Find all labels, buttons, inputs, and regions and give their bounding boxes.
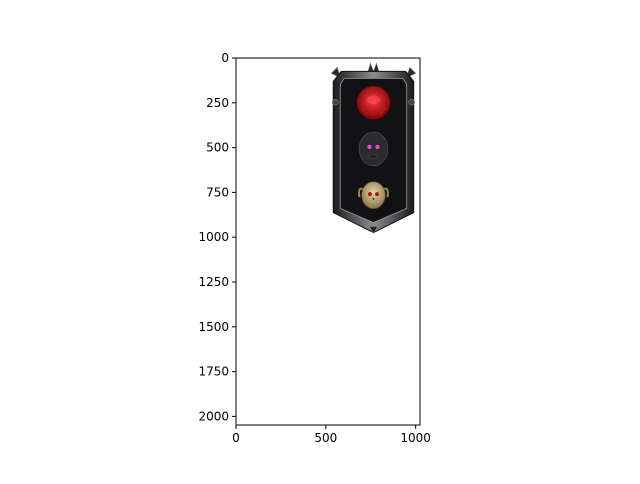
skull-teeth — [369, 154, 378, 159]
y-tick-label: 1500 — [198, 320, 229, 334]
y-tick-label: 750 — [206, 185, 229, 199]
rose-tendrils — [360, 108, 386, 116]
emblem-image — [330, 62, 417, 235]
y-tick-label: 2000 — [198, 409, 229, 423]
dark-skull-icon — [358, 131, 389, 167]
y-tick-label: 1250 — [198, 275, 229, 289]
rose-petal-highlight — [365, 95, 382, 105]
axes-frame — [235, 57, 421, 426]
y-tick-label: 1750 — [198, 365, 229, 379]
frame-bottom-tip — [369, 226, 378, 235]
bone-skull-right-eye — [374, 192, 379, 197]
y-tick-label: 250 — [206, 96, 229, 110]
y-tick-label: 0 — [221, 51, 229, 65]
right-ornament — [408, 98, 415, 106]
y-axis: 0 250 500 750 1000 1250 1500 1750 2000 — [198, 51, 236, 423]
bone-skull-left-eye — [367, 192, 372, 197]
x-tick-label: 1000 — [400, 431, 431, 445]
x-axis: 0 500 1000 — [232, 425, 431, 445]
y-tick-label: 1000 — [198, 230, 229, 244]
y-tick-label: 500 — [206, 141, 229, 155]
left-ornament — [331, 98, 339, 106]
bone-skull-nose — [371, 198, 375, 201]
horned-skull-icon — [361, 181, 386, 209]
x-tick-label: 500 — [314, 431, 337, 445]
skull-left-eye — [367, 144, 372, 150]
skull-right-eye — [375, 144, 380, 150]
x-tick-label: 0 — [232, 431, 240, 445]
